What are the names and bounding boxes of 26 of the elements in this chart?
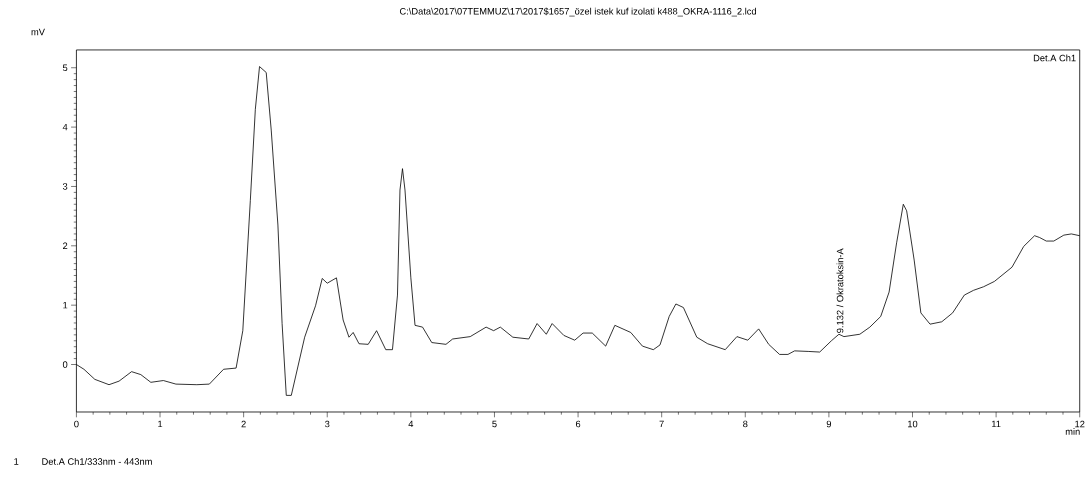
x-tick-label: 6 bbox=[575, 420, 581, 428]
x-tick-label: 4 bbox=[408, 420, 414, 427]
x-tick-label: 7 bbox=[659, 420, 664, 427]
x-tick-label: 1 bbox=[158, 420, 163, 427]
x-tick-label: 11 bbox=[991, 420, 1001, 427]
x-tick-label: 9 bbox=[826, 420, 832, 428]
chart-title: C:\Data\2017\07TEMMUZ\17\2017$1657_özel istek kuf izolati k488_OKRA-1116_2.lcd bbox=[399, 7, 757, 17]
y-axis-title: mV bbox=[31, 28, 45, 35]
x-axis-title: min bbox=[1065, 427, 1080, 435]
annotation: Det.A Ch1 bbox=[1033, 54, 1076, 62]
x-tick-label: 0 bbox=[74, 420, 79, 428]
annotation: 9.132 / Okratoksin-A bbox=[836, 248, 844, 333]
x-tick-label: 2 bbox=[241, 420, 246, 428]
x-tick-label: 3 bbox=[325, 420, 330, 428]
y-tick-label: 1 bbox=[63, 301, 68, 309]
x-tick-label: 12 bbox=[1075, 420, 1085, 428]
y-tick-label: 2 bbox=[63, 242, 68, 249]
text: 1 bbox=[14, 458, 19, 465]
y-tick-label: 3 bbox=[62, 182, 68, 190]
y-tick-label: 5 bbox=[62, 64, 68, 71]
x-tick-label: 8 bbox=[743, 420, 748, 428]
y-tick-label: 4 bbox=[62, 123, 68, 131]
text: Det.A Ch1/333nm - 443nm bbox=[42, 457, 152, 465]
x-tick-label: 5 bbox=[492, 420, 497, 427]
y-tick-label: 0 bbox=[62, 361, 68, 368]
x-tick-label: 10 bbox=[908, 420, 918, 428]
